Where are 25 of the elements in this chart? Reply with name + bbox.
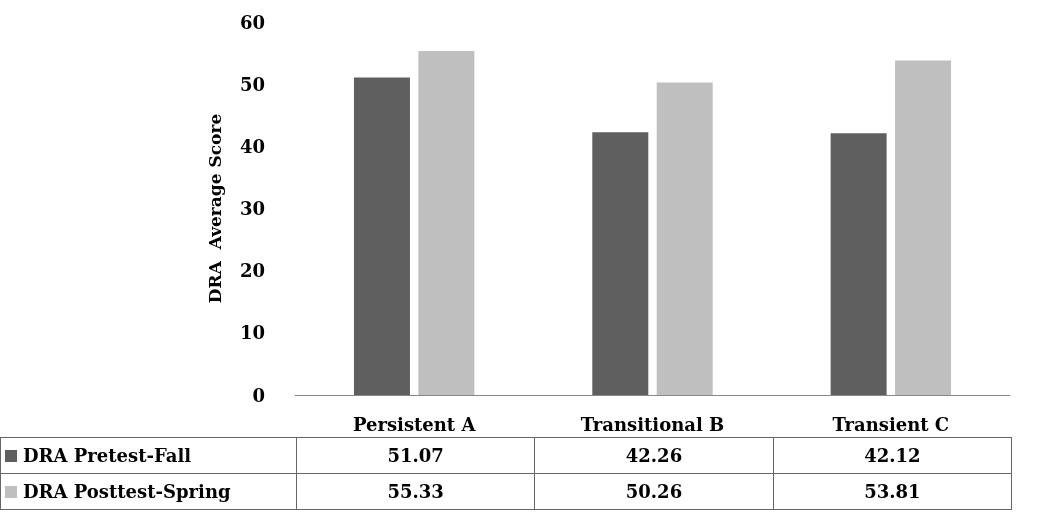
y-tick-label: 50 bbox=[239, 73, 265, 95]
y-tick-label: 40 bbox=[239, 135, 265, 157]
x-tick-label: Persistent A bbox=[352, 413, 477, 435]
data-label: 55.33 bbox=[296, 473, 535, 510]
x-tick-label: Transient C bbox=[832, 413, 950, 435]
y-tick-label: 60 bbox=[239, 11, 265, 33]
data-label: 53.81 bbox=[773, 473, 1012, 510]
data-label: 50.26 bbox=[534, 473, 774, 510]
y-axis-title: DRA Average Score bbox=[204, 113, 225, 304]
data-label: 51.07 bbox=[296, 437, 535, 474]
legend-label: DRA Pretest-Fall bbox=[0, 437, 297, 474]
bar bbox=[830, 133, 887, 395]
x-tick-label: Transitional B bbox=[580, 413, 725, 435]
y-tick-label: 30 bbox=[239, 198, 265, 219]
legend-label: DRA Posttest-Spring bbox=[0, 473, 297, 510]
bar bbox=[592, 132, 649, 395]
bar bbox=[895, 60, 952, 395]
y-tick-label: 20 bbox=[239, 260, 265, 282]
data-label: 42.12 bbox=[773, 437, 1012, 474]
y-tick-label: 10 bbox=[239, 322, 265, 344]
y-tick-label: 0 bbox=[252, 384, 265, 406]
bar bbox=[656, 82, 713, 395]
bar bbox=[418, 51, 475, 395]
bar bbox=[353, 77, 410, 395]
data-label: 42.26 bbox=[534, 437, 774, 474]
